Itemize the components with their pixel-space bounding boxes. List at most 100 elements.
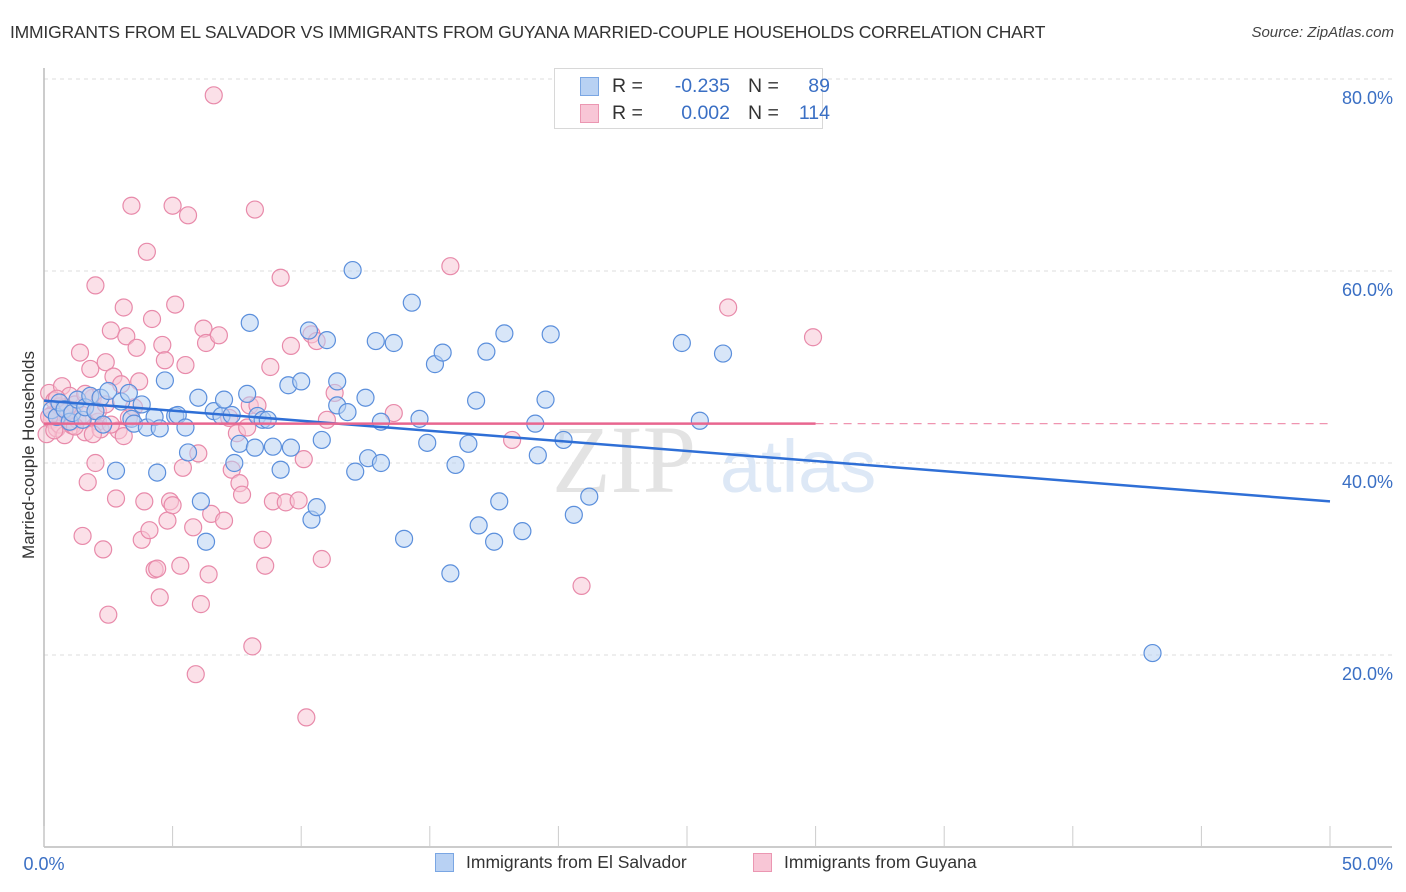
el-salvador-point xyxy=(1143,643,1162,663)
guyana-point xyxy=(142,309,162,329)
guyana-point xyxy=(289,491,308,510)
guyana-point xyxy=(106,489,126,508)
guyana-point xyxy=(297,708,316,727)
el-salvador-point xyxy=(178,443,198,462)
el-salvador-point xyxy=(446,455,465,475)
guyana-point xyxy=(117,327,136,346)
el-salvador-point xyxy=(418,433,437,452)
el-salvador-point xyxy=(148,463,167,482)
gridlines xyxy=(44,78,1392,656)
el-salvador-point xyxy=(338,403,357,422)
legend-row-el-salvador: R = -0.235 N = 89 xyxy=(580,74,830,98)
n-label: N = xyxy=(748,74,779,97)
guyana-point xyxy=(281,336,301,355)
series-el-salvador-points xyxy=(42,260,1162,663)
guyana-point xyxy=(294,450,313,469)
el-salvador-point xyxy=(240,313,259,332)
guyana-point xyxy=(96,353,115,372)
guyana-point xyxy=(384,403,403,423)
el-salvador-point xyxy=(580,487,599,506)
el-salvador-point xyxy=(99,381,118,401)
el-salvador-swatch-icon xyxy=(580,76,599,96)
guyana-point xyxy=(148,559,167,578)
watermark-atlas: atlas xyxy=(720,425,876,508)
el-salvador-point xyxy=(690,411,709,430)
el-salvador-point xyxy=(459,434,478,453)
el-salvador-point xyxy=(394,529,414,548)
el-salvador-point xyxy=(132,395,151,414)
y-tick-label: 80.0% xyxy=(1342,88,1393,108)
el-salvador-point xyxy=(346,462,365,481)
guyana-point xyxy=(101,321,120,340)
guyana-point xyxy=(130,372,149,391)
el-salvador-point xyxy=(155,371,174,390)
guyana-point xyxy=(163,196,182,215)
el-salvador-point xyxy=(466,391,486,410)
el-salvador-point xyxy=(402,293,421,312)
guyana-point xyxy=(73,526,92,546)
legend-item-label: Immigrants from Guyana xyxy=(784,852,977,872)
guyana-swatch-icon xyxy=(580,103,599,123)
guyana-point xyxy=(312,549,331,569)
el-salvador-point xyxy=(495,324,514,343)
guyana-point xyxy=(184,518,203,537)
el-salvador-point xyxy=(176,418,195,437)
el-salvador-point xyxy=(513,522,532,541)
guyana-point xyxy=(572,576,591,595)
guyana-point xyxy=(503,430,522,450)
el-salvador-point xyxy=(366,331,385,351)
guyana-point xyxy=(78,473,97,492)
axes xyxy=(43,68,1392,848)
el-salvador-point xyxy=(713,344,733,363)
guyana-point xyxy=(199,565,218,584)
guyana-swatch-icon xyxy=(753,853,772,872)
el-salvador-point xyxy=(485,532,504,551)
el-salvador-swatch-icon xyxy=(435,853,454,872)
guyana-point xyxy=(186,665,205,684)
el-salvador-point xyxy=(371,453,391,473)
el-salvador-point xyxy=(299,321,319,340)
el-salvador-point xyxy=(469,516,488,535)
r-value: -0.235 xyxy=(674,74,730,97)
guyana-point xyxy=(99,605,118,624)
el-salvador-point xyxy=(230,434,249,453)
el-salvador-point xyxy=(245,438,265,457)
guyana-point xyxy=(127,338,146,357)
el-salvador-point xyxy=(191,492,210,511)
guyana-point xyxy=(86,276,105,295)
el-salvador-point xyxy=(271,460,290,479)
guyana-point xyxy=(137,242,156,261)
guyana-point xyxy=(176,355,195,375)
guyana-point xyxy=(153,335,172,355)
guyana-point xyxy=(245,200,265,219)
y-tick-label: 60.0% xyxy=(1342,280,1393,300)
el-salvador-point xyxy=(564,505,583,524)
n-value: 114 xyxy=(798,101,830,124)
guyana-point xyxy=(253,530,272,549)
series-guyana-points xyxy=(37,86,823,727)
guyana-point xyxy=(256,556,275,575)
watermark: ZIP atlas xyxy=(552,406,876,513)
guyana-point xyxy=(178,206,198,225)
r-value: 0.002 xyxy=(681,101,730,124)
guyana-point xyxy=(441,257,460,276)
x-tick-label: 0.0% xyxy=(23,854,64,874)
el-salvador-point xyxy=(477,342,496,361)
el-salvador-point xyxy=(328,372,347,391)
guyana-point xyxy=(261,357,280,377)
el-salvador-point xyxy=(281,438,301,457)
y-tick-label: 40.0% xyxy=(1342,472,1393,492)
legend-item-guyana[interactable]: Immigrants from Guyana xyxy=(753,852,977,873)
watermark-zip: ZIP xyxy=(552,406,696,513)
el-salvador-point xyxy=(263,437,283,456)
guyana-point xyxy=(191,595,210,614)
el-salvador-point xyxy=(214,390,234,409)
el-salvador-point xyxy=(106,461,126,480)
legend-item-el-salvador[interactable]: Immigrants from El Salvador xyxy=(435,852,687,873)
guyana-point xyxy=(94,540,113,559)
trendlines xyxy=(43,399,1331,503)
el-salvador-point xyxy=(433,343,452,362)
el-salvador-point xyxy=(238,384,257,403)
el-salvador-point xyxy=(189,388,208,407)
